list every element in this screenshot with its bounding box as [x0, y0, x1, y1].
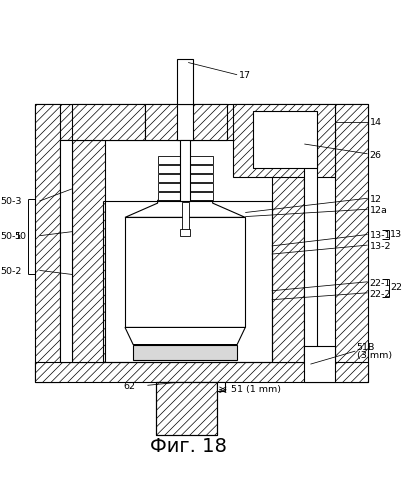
Bar	[125, 218, 245, 328]
Bar	[35, 362, 368, 382]
Bar	[72, 140, 105, 362]
Text: 13-2: 13-2	[370, 242, 391, 251]
Text: 22-1: 22-1	[370, 278, 391, 287]
Text: 17: 17	[239, 71, 251, 80]
Text: 22-2: 22-2	[370, 290, 391, 298]
Bar	[155, 382, 217, 436]
Bar	[157, 183, 213, 192]
Bar	[177, 104, 193, 140]
Text: 50-1: 50-1	[1, 232, 22, 241]
Bar	[157, 192, 213, 200]
Bar	[180, 140, 190, 201]
Text: 50-3: 50-3	[1, 198, 22, 206]
Polygon shape	[125, 328, 245, 344]
Bar	[72, 104, 145, 140]
Text: 12a: 12a	[370, 206, 387, 215]
Bar	[180, 229, 190, 235]
Text: 14: 14	[370, 118, 382, 127]
Text: 12: 12	[370, 194, 382, 203]
Text: 13-1: 13-1	[370, 231, 391, 240]
Text: 51 (1 mm): 51 (1 mm)	[231, 386, 281, 394]
Bar	[155, 382, 217, 436]
Text: 51B: 51B	[357, 342, 375, 351]
Polygon shape	[125, 200, 245, 218]
Bar	[157, 165, 213, 173]
Bar	[157, 156, 213, 164]
Bar	[35, 104, 60, 382]
Bar	[35, 104, 368, 140]
Bar	[304, 346, 335, 383]
Text: Фиг. 18: Фиг. 18	[150, 437, 227, 456]
Bar	[217, 382, 225, 390]
Bar	[60, 140, 72, 362]
Bar	[304, 140, 317, 362]
Text: 50: 50	[14, 232, 26, 241]
Bar	[182, 202, 189, 230]
Bar	[145, 104, 227, 140]
Text: 13: 13	[390, 230, 402, 239]
Bar	[254, 112, 317, 168]
Bar	[157, 174, 213, 182]
Bar	[233, 104, 335, 176]
Bar	[177, 59, 193, 104]
Bar	[103, 201, 272, 362]
Text: (3 mm): (3 mm)	[357, 350, 392, 360]
Text: 22: 22	[390, 284, 402, 292]
Bar	[335, 104, 368, 382]
Bar	[272, 140, 304, 362]
Bar	[133, 344, 237, 360]
Text: 62: 62	[123, 382, 135, 390]
Text: 26: 26	[370, 150, 382, 160]
Text: 50-2: 50-2	[1, 266, 22, 276]
